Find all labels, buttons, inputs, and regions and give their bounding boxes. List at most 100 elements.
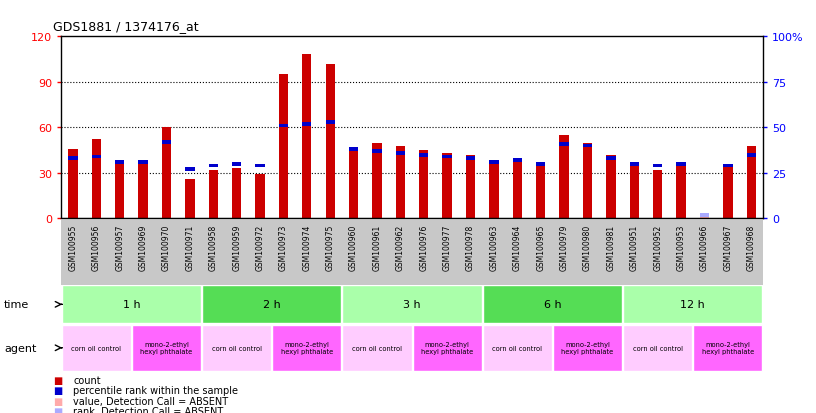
Bar <box>372 143 382 219</box>
Bar <box>91 155 101 159</box>
Bar <box>185 168 194 172</box>
Text: ■: ■ <box>53 375 62 385</box>
Bar <box>623 286 762 323</box>
Bar <box>232 162 242 166</box>
Text: GSM100977: GSM100977 <box>442 224 452 271</box>
Text: GSM100968: GSM100968 <box>747 224 756 271</box>
Text: mono-2-ethyl
hexyl phthalate: mono-2-ethyl hexyl phthalate <box>702 342 754 354</box>
Bar <box>255 175 264 219</box>
Bar <box>232 169 242 219</box>
Bar <box>302 55 312 219</box>
Text: GSM100958: GSM100958 <box>209 224 218 271</box>
Text: GSM100978: GSM100978 <box>466 224 475 271</box>
Bar <box>700 214 709 217</box>
Bar <box>273 325 341 371</box>
Bar <box>419 151 428 219</box>
Bar <box>653 171 663 219</box>
Text: 1 h: 1 h <box>122 299 140 310</box>
Bar <box>653 164 663 168</box>
Text: value, Detection Call = ABSENT: value, Detection Call = ABSENT <box>73 396 228 406</box>
Text: GSM100975: GSM100975 <box>326 224 335 271</box>
Bar <box>302 123 312 126</box>
Text: mono-2-ethyl
hexyl phthalate: mono-2-ethyl hexyl phthalate <box>561 342 614 354</box>
Bar <box>349 148 358 152</box>
Bar <box>606 157 615 161</box>
Bar <box>466 155 475 219</box>
Bar <box>139 161 148 164</box>
Text: GSM100981: GSM100981 <box>606 224 615 270</box>
Text: mono-2-ethyl
hexyl phthalate: mono-2-ethyl hexyl phthalate <box>421 342 473 354</box>
Bar <box>279 124 288 128</box>
Text: GSM100965: GSM100965 <box>536 224 545 271</box>
Bar <box>91 140 101 219</box>
Bar <box>483 325 552 371</box>
Text: mono-2-ethyl
hexyl phthalate: mono-2-ethyl hexyl phthalate <box>281 342 333 354</box>
Text: GSM100951: GSM100951 <box>630 224 639 271</box>
Bar <box>115 163 124 219</box>
Text: GSM100979: GSM100979 <box>560 224 569 271</box>
Text: corn oil control: corn oil control <box>352 345 402 351</box>
Bar <box>69 149 78 219</box>
Text: corn oil control: corn oil control <box>211 345 262 351</box>
Bar <box>343 325 411 371</box>
Text: percentile rank within the sample: percentile rank within the sample <box>73 385 238 395</box>
Bar <box>419 153 428 157</box>
Text: GSM100971: GSM100971 <box>185 224 194 271</box>
Text: GSM100963: GSM100963 <box>490 224 499 271</box>
Bar <box>747 153 756 157</box>
Bar <box>326 64 335 219</box>
Bar <box>536 162 545 166</box>
Bar <box>115 161 124 164</box>
Bar <box>606 155 615 219</box>
Bar <box>623 325 692 371</box>
Bar <box>553 325 622 371</box>
Bar <box>185 180 194 219</box>
Bar <box>583 143 592 219</box>
Bar <box>747 146 756 219</box>
Text: GSM100980: GSM100980 <box>583 224 592 271</box>
Bar <box>442 154 452 219</box>
Text: GSM100953: GSM100953 <box>676 224 685 271</box>
Text: GSM100959: GSM100959 <box>232 224 242 271</box>
Text: 12 h: 12 h <box>681 299 705 310</box>
Bar <box>483 286 622 323</box>
Text: ■: ■ <box>53 385 62 395</box>
Text: 6 h: 6 h <box>543 299 561 310</box>
Text: GSM100961: GSM100961 <box>372 224 382 271</box>
Bar <box>512 159 522 163</box>
Text: 2 h: 2 h <box>263 299 281 310</box>
Bar <box>442 155 452 159</box>
Bar <box>560 135 569 219</box>
Bar <box>413 325 481 371</box>
Text: GSM100957: GSM100957 <box>115 224 124 271</box>
Bar <box>490 163 499 219</box>
Bar <box>62 325 131 371</box>
Text: GSM100960: GSM100960 <box>349 224 358 271</box>
Bar <box>255 164 264 168</box>
Bar <box>372 150 382 154</box>
Bar <box>139 164 148 219</box>
Text: time: time <box>4 299 29 310</box>
Text: GSM100972: GSM100972 <box>255 224 264 271</box>
Bar <box>630 162 639 166</box>
Bar <box>723 164 733 168</box>
Text: GSM100952: GSM100952 <box>653 224 663 271</box>
Text: 3 h: 3 h <box>403 299 421 310</box>
Bar <box>490 161 499 164</box>
Bar <box>560 142 569 146</box>
Text: count: count <box>73 375 101 385</box>
Bar <box>676 162 685 166</box>
Bar <box>396 146 405 219</box>
Bar <box>209 164 218 168</box>
Bar <box>630 164 639 219</box>
Bar <box>700 214 709 219</box>
Bar <box>279 75 288 219</box>
Bar <box>694 325 762 371</box>
Bar <box>162 141 171 145</box>
Bar <box>326 121 335 124</box>
Bar <box>343 286 481 323</box>
Bar <box>69 157 78 161</box>
Bar <box>162 128 171 219</box>
Text: corn oil control: corn oil control <box>632 345 683 351</box>
Bar <box>202 325 271 371</box>
